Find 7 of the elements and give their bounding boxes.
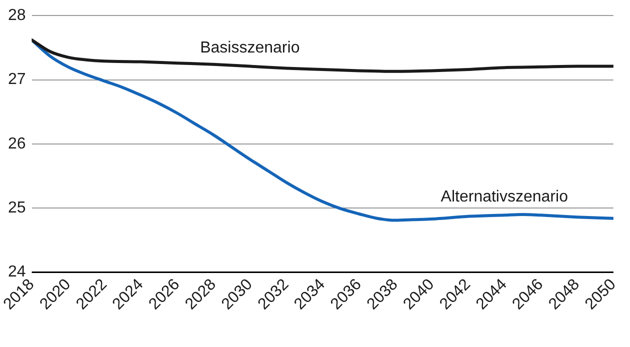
y-tick-label: 28 [8,7,26,24]
y-tick-label: 25 [8,199,26,216]
y-tick-label: 26 [8,135,26,152]
series-label: Alternativszenario [440,188,568,206]
line-series [32,38,614,73]
y-tick-label: 27 [8,71,26,88]
series-label: Basisszenario [200,40,300,57]
